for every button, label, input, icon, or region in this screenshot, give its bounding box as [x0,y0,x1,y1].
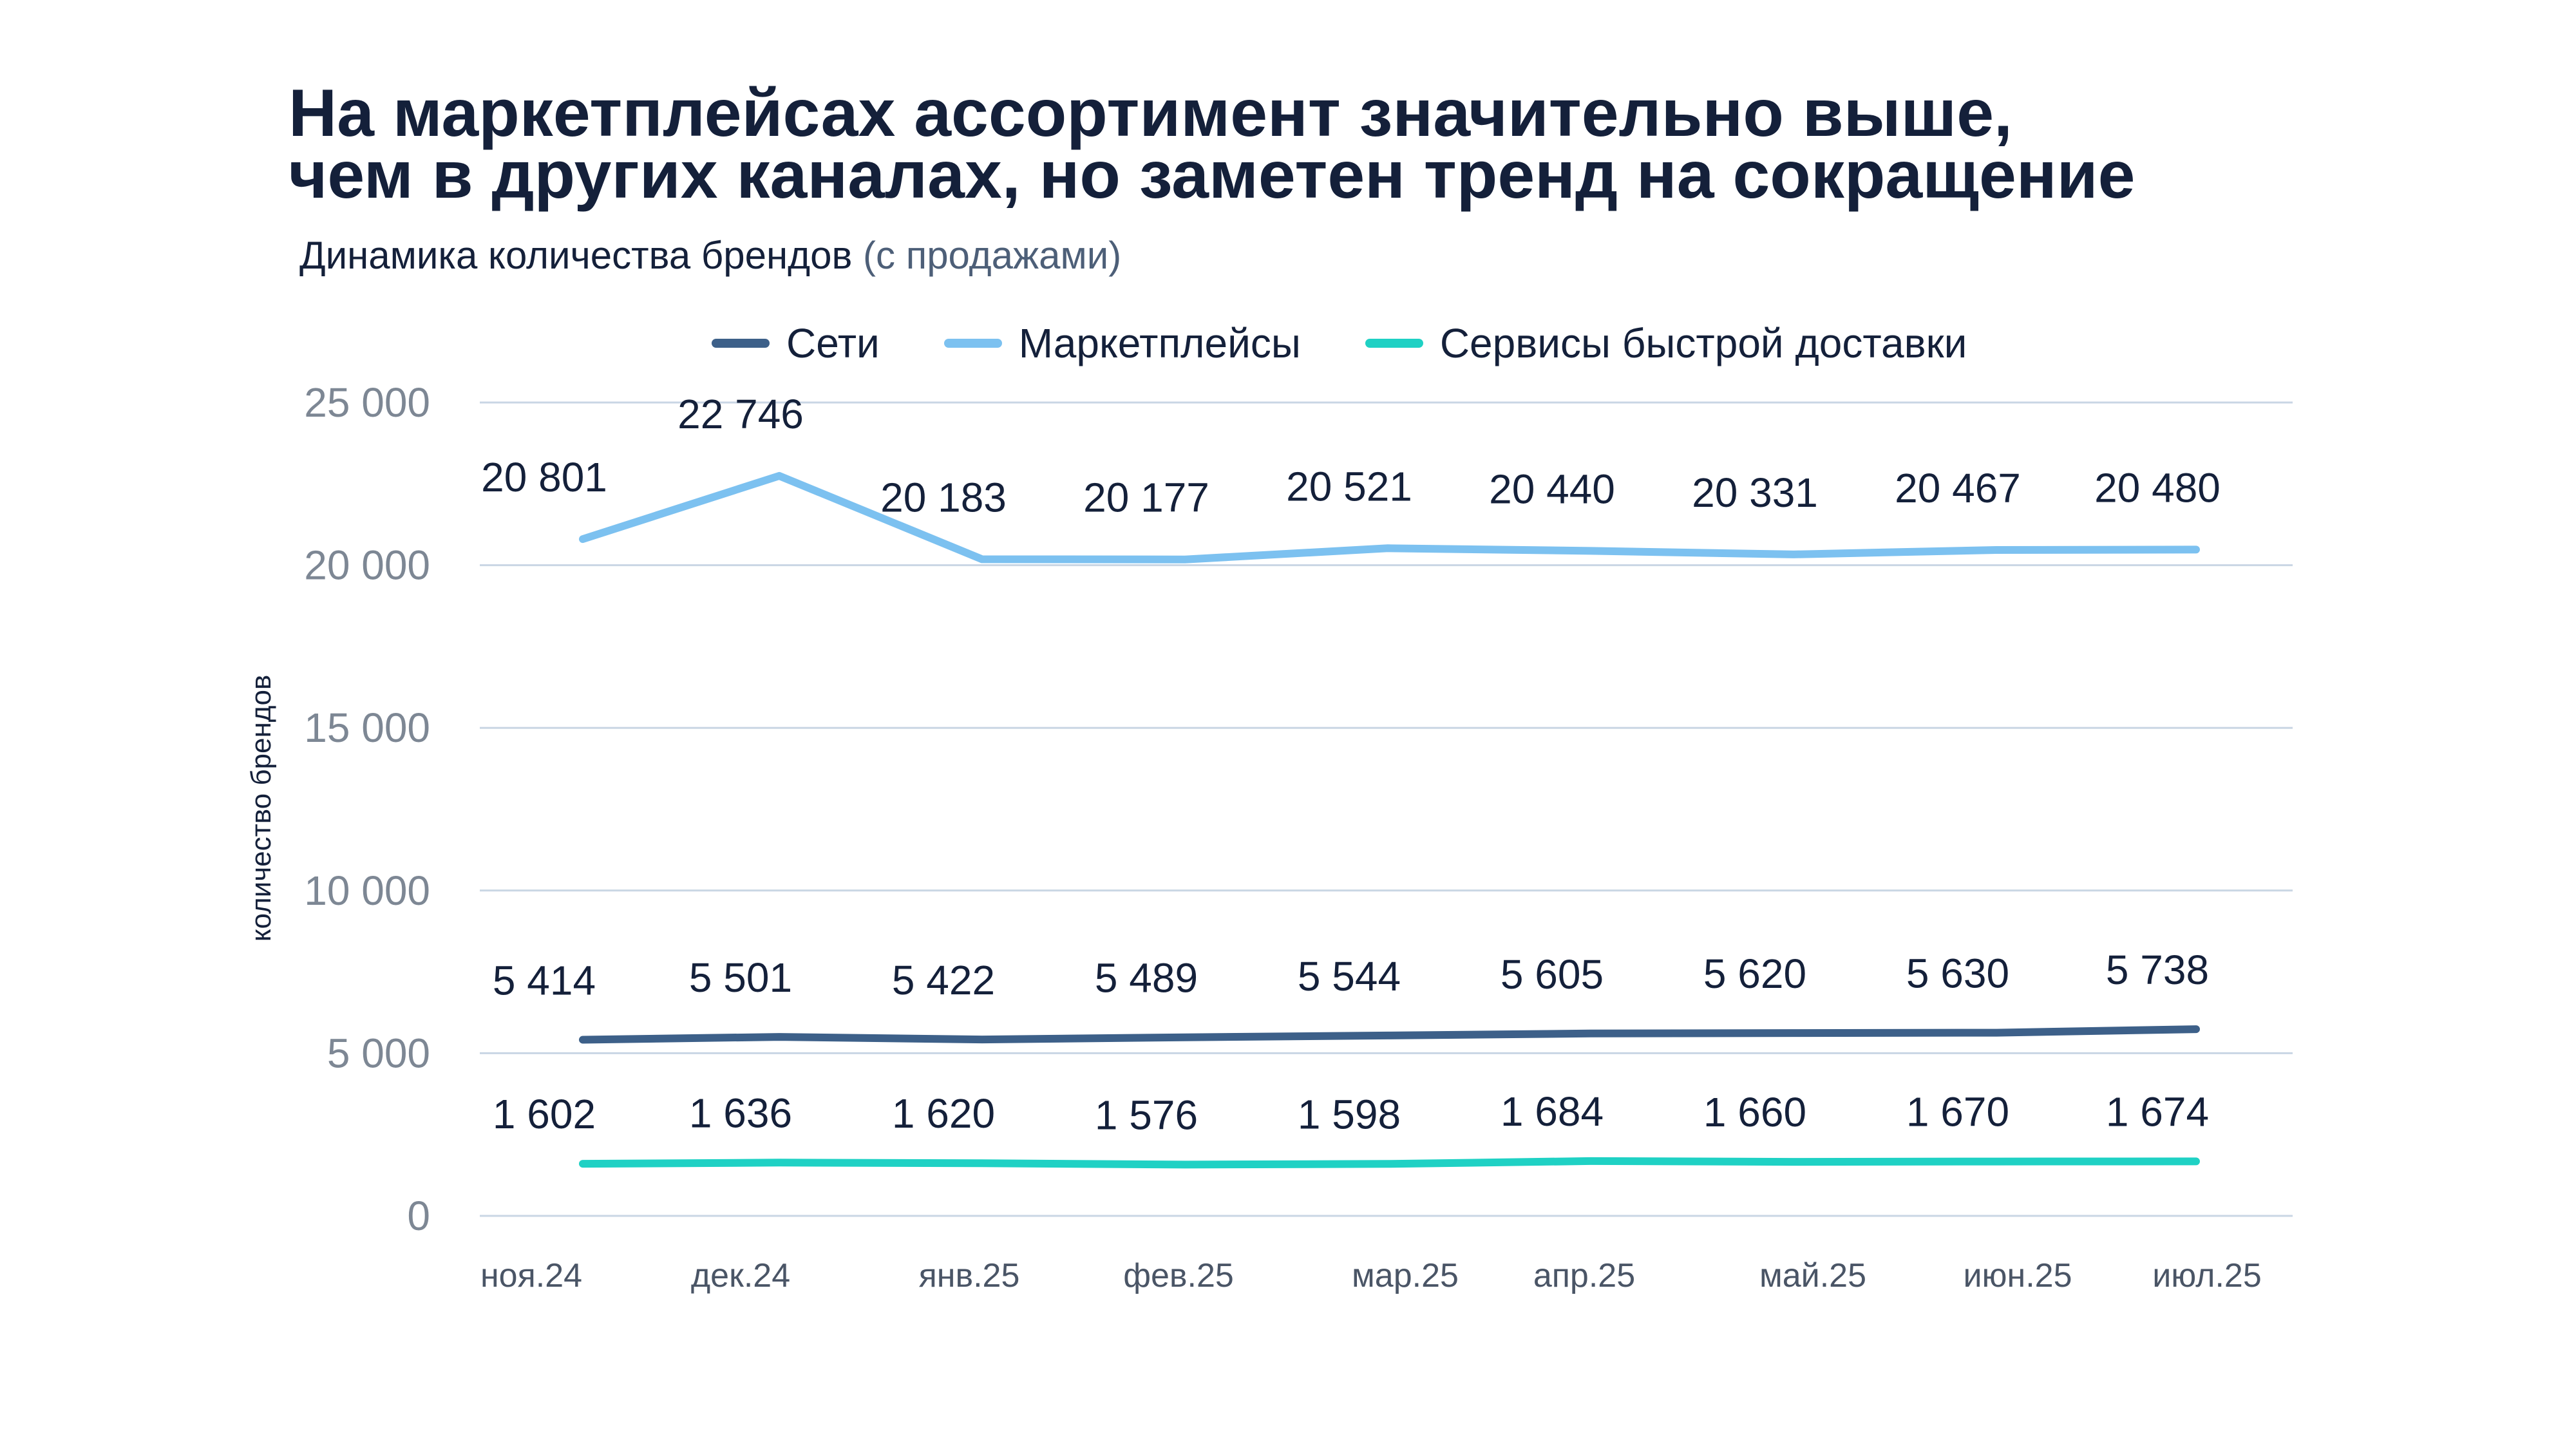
series-delivery-data-label: 1 576 [1095,1092,1198,1138]
x-tick-label: фев.25 [1123,1257,1234,1294]
series-delivery-data-label: 1 620 [892,1090,995,1137]
series-delivery-data-label: 1 636 [689,1090,792,1136]
y-tick-label: 5 000 [327,1030,430,1076]
series-marketplaces-data-label: 20 801 [481,454,607,500]
x-tick-label: ноя.24 [480,1257,582,1294]
series-delivery-data-label: 1 674 [2106,1088,2209,1135]
series-seti-data-label: 5 422 [892,957,995,1003]
series-marketplaces-data-label: 20 331 [1692,469,1818,516]
x-tick-label: май.25 [1759,1257,1866,1294]
subtitle-main: Динамика количества брендов [299,234,853,277]
series-delivery-data-label: 1 670 [1906,1089,2009,1135]
y-tick-label: 20 000 [304,542,430,589]
legend-label-seti: Сети [786,320,880,366]
legend-swatch-marketplaces [943,339,1002,348]
series-seti-data-label: 5 489 [1095,955,1198,1001]
legend-label-delivery: Сервисы быстрой доставки [1439,320,1967,366]
y-axis-label: количество брендов [245,675,277,942]
series-seti-data-label: 5 738 [2106,947,2209,993]
y-tick-label: 25 000 [304,379,430,426]
chart-legend: Сети Маркетплейсы Сервисы быстрой достав… [712,319,1967,367]
series-marketplaces-data-label: 20 467 [1895,465,2021,511]
series-seti-data-label: 5 620 [1703,951,1806,997]
series-seti-data-label: 5 544 [1298,953,1401,999]
x-tick-label: дек.24 [691,1257,790,1294]
series-marketplaces-data-label: 20 183 [880,474,1007,520]
series-marketplaces-data-label: 22 746 [677,391,804,437]
slide-title: На маркетплейсах ассортимент значительно… [289,76,2136,213]
series-seti-data-label: 5 605 [1501,951,1604,998]
legend-label-marketplaces: Маркетплейсы [1018,320,1301,366]
x-tick-label: июн.25 [1963,1257,2072,1294]
x-tick-label: июл.25 [2152,1257,2262,1294]
series-marketplaces-data-label: 20 177 [1083,475,1209,521]
legend-item-marketplaces: Маркетплейсы [943,319,1301,367]
legend-item-seti: Сети [712,319,880,367]
series-seti-data-label: 5 630 [1906,951,2009,997]
legend-swatch-seti [712,339,770,348]
x-tick-label: мар.25 [1352,1257,1459,1294]
series-delivery-data-label: 1 684 [1501,1088,1604,1135]
series-delivery-data-label: 1 602 [493,1091,596,1137]
series-seti-data-label: 5 414 [493,957,596,1003]
y-tick-label: 10 000 [304,867,430,914]
series-seti-line [579,1025,2200,1044]
title-line-1: На маркетплейсах ассортимент значительно… [289,76,2012,151]
subtitle-paren: (с продажами) [863,234,1122,277]
title-line-2: чем в других каналах, но заметен тренд н… [289,138,2136,213]
series-marketplaces-data-label: 20 521 [1286,463,1412,509]
series-marketplaces-data-label: 20 480 [2094,464,2221,511]
series-delivery-data-label: 1 660 [1703,1089,1806,1135]
y-tick-label: 15 000 [304,705,430,751]
legend-item-delivery: Сервисы быстрой доставки [1365,319,1967,367]
x-tick-label: янв.25 [919,1257,1020,1294]
series-delivery-data-label: 1 598 [1298,1091,1401,1137]
series-seti-data-label: 5 501 [689,954,792,1001]
x-tick-label: апр.25 [1533,1257,1635,1294]
legend-swatch-delivery [1365,339,1423,348]
series-delivery-line [579,1157,2200,1169]
series-marketplaces-line [579,471,2200,564]
series-marketplaces-data-label: 20 440 [1489,466,1615,512]
y-tick-label: 0 [407,1193,430,1239]
chart-subtitle: Динамика количества брендов (с продажами… [299,233,1121,278]
